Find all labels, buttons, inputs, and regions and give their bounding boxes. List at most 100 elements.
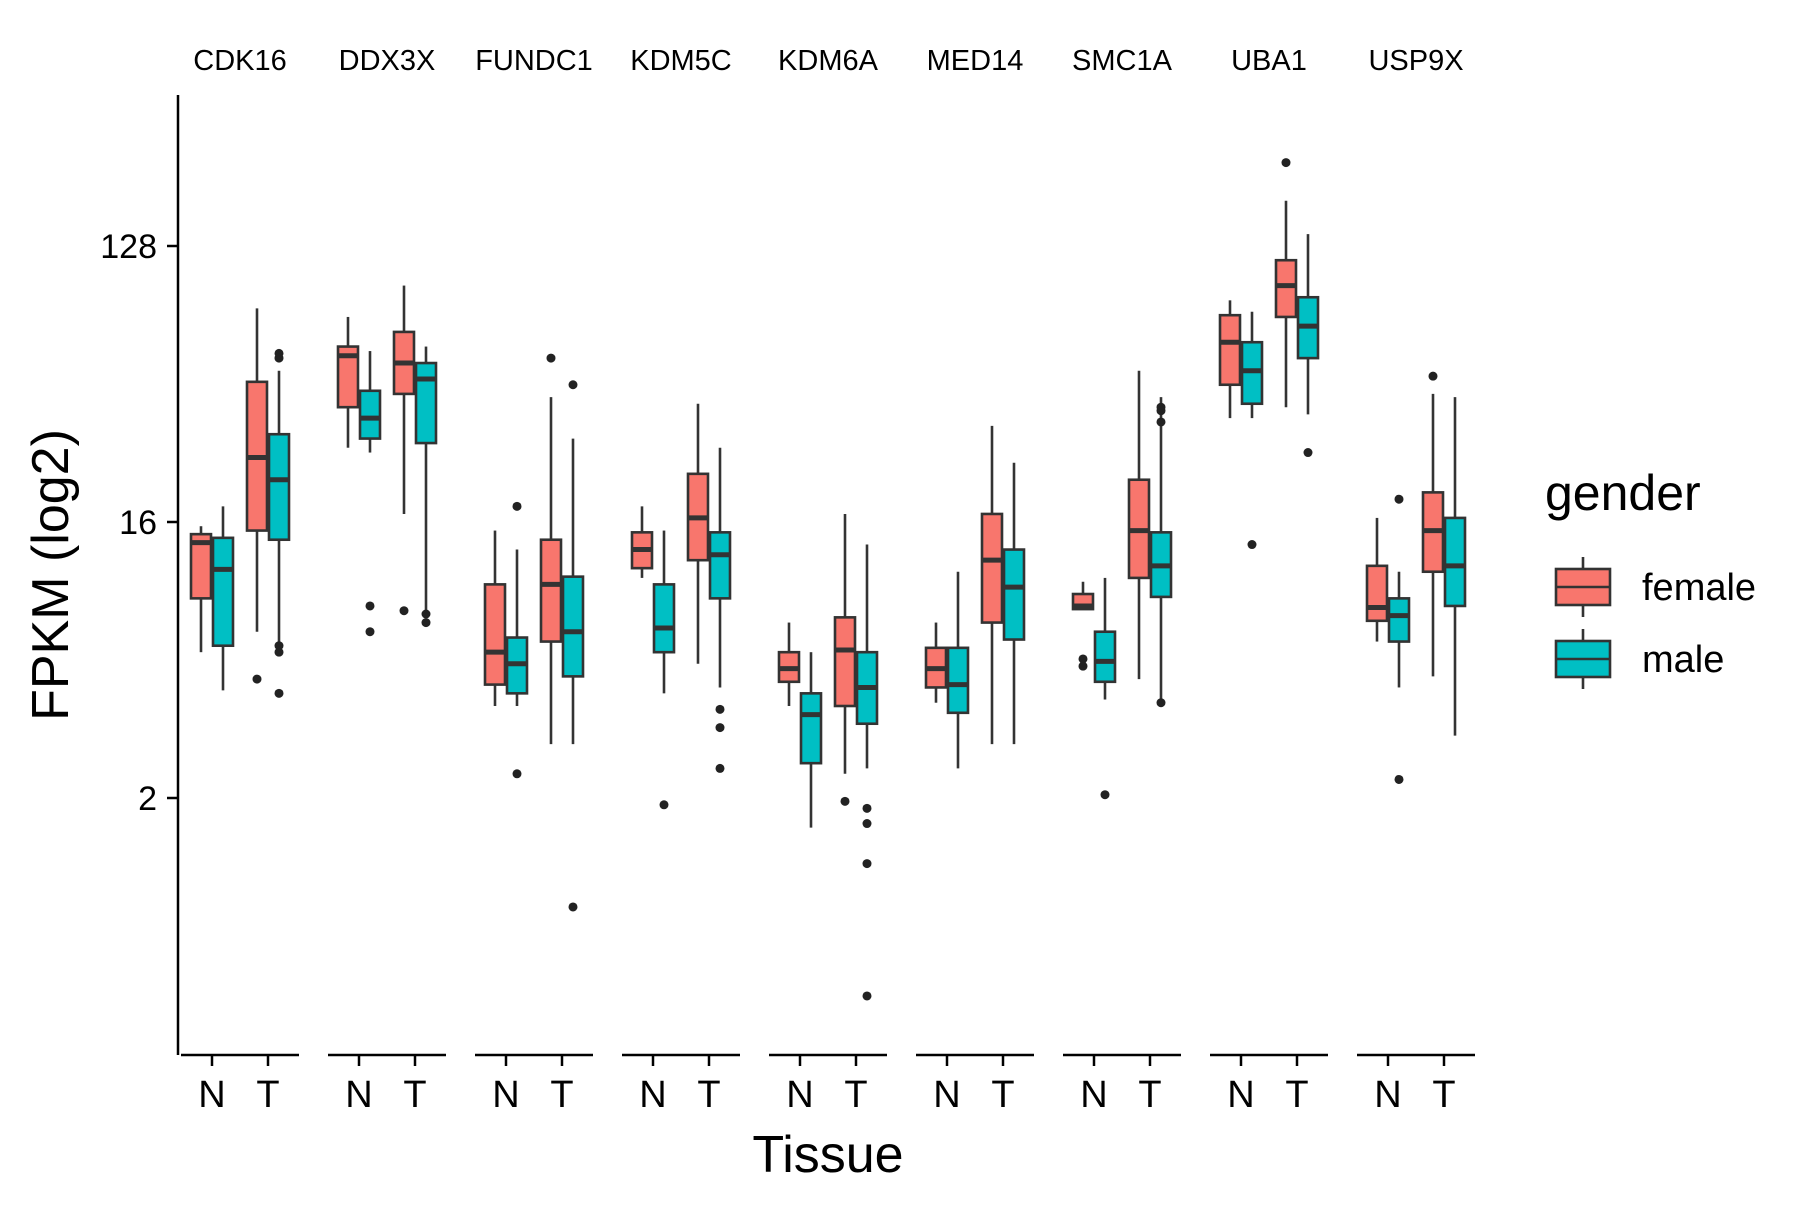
box-SMC1A-N-female xyxy=(1071,581,1095,671)
box-MED14-N-male xyxy=(946,571,970,769)
box-DDX3X-T-male xyxy=(414,346,438,628)
x-tick-label: N xyxy=(1227,1074,1254,1116)
box-body xyxy=(1093,630,1117,684)
outlier-point xyxy=(715,723,725,733)
box-CDK16-T-male xyxy=(267,348,291,698)
box-body xyxy=(189,532,213,600)
box-FUNDC1-N-female xyxy=(483,530,507,706)
outlier-point xyxy=(1100,790,1110,800)
box-KDM5C-N-female xyxy=(630,506,654,578)
box-body xyxy=(336,345,360,409)
outlier-point xyxy=(1156,402,1166,412)
legend-label: female xyxy=(1642,567,1756,609)
x-tick-label: T xyxy=(550,1074,573,1116)
box-body xyxy=(1387,597,1411,643)
x-tick-label: N xyxy=(786,1074,813,1116)
box-MED14-T-female xyxy=(980,425,1004,745)
outlier-point xyxy=(274,348,284,358)
outlier-point xyxy=(274,647,284,657)
outlier-point xyxy=(1156,417,1166,427)
box-KDM6A-T-male xyxy=(855,544,879,1001)
outlier-point xyxy=(1281,158,1291,168)
x-tick-label: N xyxy=(933,1074,960,1116)
facet-label: CDK16 xyxy=(193,45,287,77)
outlier-point xyxy=(274,641,284,651)
facet-label: SMC1A xyxy=(1072,45,1173,77)
box-UBA1-T-female xyxy=(1274,158,1298,408)
facet-label: FUNDC1 xyxy=(475,45,593,77)
box-DDX3X-T-female xyxy=(392,285,416,616)
outlier-point xyxy=(1078,654,1088,664)
outlier-point xyxy=(1247,540,1257,550)
box-USP9X-N-male xyxy=(1387,494,1411,784)
outlier-point xyxy=(1156,698,1166,708)
x-axis-title: Tissue xyxy=(752,1126,903,1184)
box-body xyxy=(211,536,235,648)
box-FUNDC1-T-male xyxy=(561,380,585,912)
outlier-point xyxy=(512,769,522,779)
box-body xyxy=(1274,258,1298,319)
box-DDX3X-N-male xyxy=(358,351,382,637)
box-KDM5C-T-male xyxy=(708,447,732,773)
box-UBA1-N-female xyxy=(1218,300,1242,419)
box-FUNDC1-N-male xyxy=(505,501,529,779)
box-body xyxy=(833,616,857,708)
box-SMC1A-T-male xyxy=(1149,397,1173,708)
box-MED14-N-female xyxy=(924,622,948,703)
y-tick-label: 2 xyxy=(138,780,157,818)
x-tick-label: N xyxy=(345,1074,372,1116)
box-body xyxy=(1365,564,1389,623)
x-tick-label: T xyxy=(256,1074,279,1116)
outlier-point xyxy=(421,609,431,619)
outlier-point xyxy=(252,674,262,684)
box-body xyxy=(561,575,585,678)
legend-key-female xyxy=(1554,557,1612,617)
outlier-point xyxy=(512,501,522,511)
legend-title: gender xyxy=(1545,465,1701,521)
box-body xyxy=(799,692,823,765)
box-body xyxy=(414,361,438,445)
outlier-point xyxy=(659,800,669,810)
box-body xyxy=(539,538,563,643)
x-tick-label: T xyxy=(991,1074,1014,1116)
facet-label: KDM6A xyxy=(778,45,879,77)
box-FUNDC1-T-female xyxy=(539,353,563,745)
box-body xyxy=(652,583,676,654)
box-body xyxy=(946,646,970,715)
box-body xyxy=(980,512,1004,624)
outlier-point xyxy=(862,859,872,869)
x-tick-label: N xyxy=(639,1074,666,1116)
outlier-point xyxy=(274,688,284,698)
box-USP9X-N-female xyxy=(1365,517,1389,642)
x-tick-label: N xyxy=(1080,1074,1107,1116)
y-tick-label: 16 xyxy=(119,504,157,542)
outlier-point xyxy=(1428,371,1438,381)
x-tick-label: N xyxy=(1374,1074,1401,1116)
box-USP9X-T-female xyxy=(1421,371,1445,677)
box-UBA1-N-male xyxy=(1240,311,1264,550)
outlier-point xyxy=(365,601,375,611)
x-tick-label: T xyxy=(844,1074,867,1116)
outlier-point xyxy=(568,380,578,390)
box-CDK16-N-male xyxy=(211,506,235,691)
boxes xyxy=(189,158,1467,1001)
box-body xyxy=(1002,548,1026,641)
facet-label: DDX3X xyxy=(339,45,436,77)
box-body xyxy=(1218,313,1242,387)
box-body xyxy=(1443,516,1467,608)
outlier-point xyxy=(715,763,725,773)
legend-key-male xyxy=(1554,629,1612,689)
box-body xyxy=(708,531,732,600)
outlier-point xyxy=(365,627,375,637)
outlier-point xyxy=(399,606,409,616)
x-tick-label: T xyxy=(1285,1074,1308,1116)
x-tick-label: T xyxy=(1138,1074,1161,1116)
x-tick-label: N xyxy=(198,1074,225,1116)
box-KDM6A-N-male xyxy=(799,652,823,828)
x-tick-label: T xyxy=(403,1074,426,1116)
facet-label: KDM5C xyxy=(630,45,732,77)
y-tick-label: 128 xyxy=(100,228,157,266)
